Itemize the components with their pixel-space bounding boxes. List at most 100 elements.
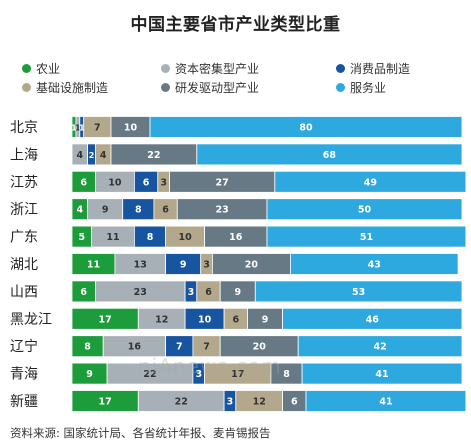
data-label: 16 bbox=[229, 232, 243, 243]
legend-item-rd-driven: 研发驱动型产业 bbox=[161, 79, 259, 96]
data-label: 43 bbox=[368, 260, 381, 271]
data-label: 6 bbox=[80, 177, 87, 188]
data-label: 11 bbox=[87, 260, 100, 271]
data-label: 10 bbox=[124, 123, 138, 134]
data-label: 8 bbox=[84, 342, 91, 353]
data-label: 3 bbox=[160, 177, 167, 188]
category-label: 山西 bbox=[10, 284, 38, 300]
legend-swatch bbox=[336, 83, 345, 92]
legend-swatch bbox=[22, 83, 31, 92]
bar-segment bbox=[266, 225, 467, 248]
data-label: 49 bbox=[364, 177, 377, 188]
data-label: 9 bbox=[262, 314, 269, 325]
category-label: 黑龙江 bbox=[10, 312, 52, 328]
legend-swatch bbox=[336, 64, 345, 73]
data-label: 50 bbox=[358, 205, 372, 216]
data-label: 1 bbox=[75, 124, 81, 133]
data-label: 6 bbox=[205, 287, 212, 298]
bar-segment bbox=[297, 335, 463, 358]
legend-label: 农业 bbox=[36, 62, 61, 76]
data-label: 41 bbox=[375, 369, 388, 380]
legend-label: 资本密集型产业 bbox=[175, 62, 260, 76]
data-label: 6 bbox=[80, 287, 87, 298]
legend-label: 服务业 bbox=[350, 81, 387, 95]
data-label: 53 bbox=[352, 287, 365, 298]
bar-segment bbox=[266, 198, 463, 221]
bar-segment bbox=[149, 116, 463, 138]
bar-segment bbox=[196, 143, 463, 166]
legend-item-capital-intensive: 资本密集型产业 bbox=[161, 60, 259, 77]
bar-segment bbox=[254, 280, 463, 303]
data-label: 23 bbox=[216, 205, 229, 216]
category-label: 浙江 bbox=[10, 202, 38, 218]
category-label: 青海 bbox=[10, 367, 38, 383]
data-label: 12 bbox=[253, 397, 266, 408]
data-label: 3 bbox=[203, 260, 210, 271]
data-label: 17 bbox=[231, 369, 244, 380]
data-label: 9 bbox=[102, 205, 109, 216]
data-label: 20 bbox=[245, 260, 259, 271]
data-label: 23 bbox=[134, 287, 147, 298]
data-label: 17 bbox=[99, 397, 112, 408]
data-label: 6 bbox=[232, 314, 239, 325]
data-label: 11 bbox=[106, 232, 119, 243]
category-label: 上海 bbox=[10, 147, 38, 163]
data-label: 3 bbox=[188, 287, 195, 298]
data-label: 9 bbox=[180, 260, 187, 271]
legend-swatch bbox=[161, 83, 170, 92]
category-label: 湖北 bbox=[10, 257, 38, 273]
watermark: niAnews.com bbox=[138, 354, 282, 378]
legend-swatch bbox=[161, 64, 170, 73]
legend: 农业 资本密集型产业 消费品制造 基础设施制造 研发驱动型产业 服务业 bbox=[22, 60, 462, 100]
data-label: 10 bbox=[178, 232, 192, 243]
legend-item-services: 服务业 bbox=[336, 79, 386, 96]
legend-item-consumer-goods: 消费品制造 bbox=[336, 60, 410, 77]
data-label: 9 bbox=[86, 369, 93, 380]
data-label: 42 bbox=[373, 342, 386, 353]
bar-segment bbox=[282, 307, 463, 330]
legend-swatch bbox=[22, 64, 31, 73]
category-label: 广东 bbox=[10, 230, 38, 246]
data-label: 51 bbox=[360, 232, 373, 243]
category-label: 江苏 bbox=[10, 175, 38, 191]
chart-title: 中国主要省市产业类型比重 bbox=[130, 15, 341, 35]
data-label: 4 bbox=[76, 205, 83, 216]
data-label: 6 bbox=[291, 397, 298, 408]
legend-item-agriculture: 农业 bbox=[22, 60, 60, 77]
category-label: 新疆 bbox=[10, 394, 38, 410]
data-label: 10 bbox=[198, 314, 212, 325]
legend-label: 消费品制造 bbox=[350, 62, 411, 76]
data-label: 20 bbox=[253, 342, 267, 353]
data-label: 16 bbox=[128, 342, 142, 353]
data-label: 8 bbox=[147, 232, 154, 243]
data-label: 13 bbox=[134, 260, 147, 271]
category-label: 北京 bbox=[10, 120, 38, 136]
data-label: 68 bbox=[323, 150, 337, 161]
data-label: 4 bbox=[100, 150, 107, 161]
bar-segment bbox=[301, 362, 463, 385]
data-label: 2 bbox=[89, 151, 95, 160]
data-label: 27 bbox=[216, 177, 229, 188]
data-label: 1 bbox=[79, 124, 85, 133]
data-label: 10 bbox=[108, 177, 122, 188]
source-note: 资料来源: 国家统计局、各省统计年报、麦肯锡报告 bbox=[10, 426, 271, 440]
data-label: 9 bbox=[234, 287, 241, 298]
data-label: 4 bbox=[76, 150, 83, 161]
bar-segment bbox=[274, 170, 467, 193]
data-label: 12 bbox=[155, 314, 168, 325]
data-label: 8 bbox=[135, 205, 142, 216]
data-label: 22 bbox=[147, 150, 160, 161]
bar-segment bbox=[289, 253, 459, 275]
legend-label: 基础设施制造 bbox=[36, 81, 109, 95]
data-label: 3 bbox=[195, 369, 202, 380]
category-label: 辽宁 bbox=[10, 338, 38, 355]
data-label: 6 bbox=[143, 177, 150, 188]
bar-segment bbox=[305, 390, 467, 412]
data-label: 5 bbox=[78, 232, 85, 243]
data-label: 7 bbox=[203, 342, 210, 353]
legend-label: 研发驱动型产业 bbox=[175, 81, 260, 95]
data-label: 46 bbox=[366, 314, 380, 325]
data-label: 22 bbox=[175, 397, 188, 408]
data-label: 7 bbox=[94, 123, 101, 134]
data-label: 41 bbox=[379, 397, 392, 408]
